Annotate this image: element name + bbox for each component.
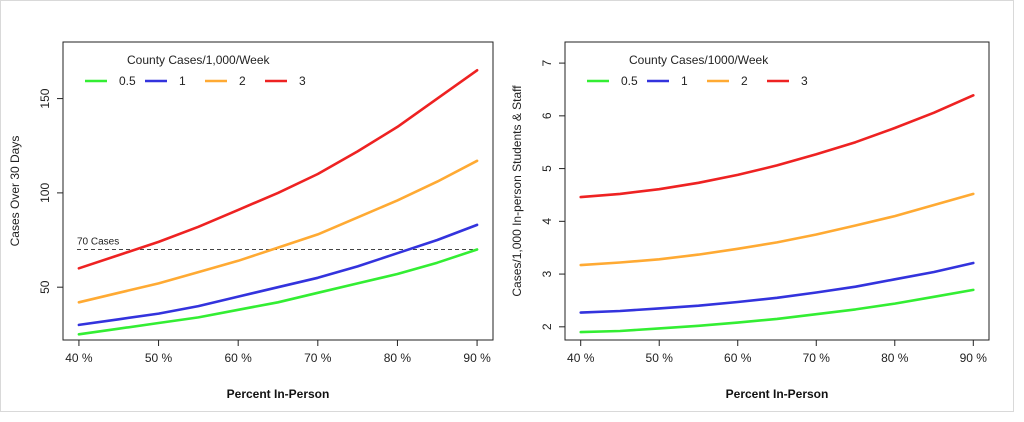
y-tick-label: 150 xyxy=(38,88,52,108)
series-line-0.5 xyxy=(579,288,975,334)
series-line-0.5 xyxy=(77,248,479,336)
figure-frame xyxy=(0,0,1014,412)
legend-label-1: 1 xyxy=(681,74,688,88)
reference-line-label: 70 Cases xyxy=(77,236,119,247)
x-tick-label: 80 % xyxy=(881,351,909,365)
plot-box xyxy=(62,41,494,341)
legend-label-0.5: 0.5 xyxy=(119,74,136,88)
plot-box xyxy=(564,41,990,341)
legend-label-1: 1 xyxy=(179,74,186,88)
x-tick-label: 40 % xyxy=(567,351,595,365)
x-tick-label: 50 % xyxy=(646,351,674,365)
chart-panel-2: 40 % 50 % 60 % 70 % 80 % 90 % 2 3 4 5 6 7 Percent In… xyxy=(510,41,990,401)
legend-label-2: 2 xyxy=(741,74,748,88)
x-tick-label: 60 % xyxy=(225,351,253,365)
legend-title: County Cases/1,000/Week xyxy=(127,53,271,67)
x-tick-label: 80 % xyxy=(384,351,412,365)
series-line-2 xyxy=(77,159,479,304)
y-tick-label: 2 xyxy=(540,323,554,330)
series-line-3 xyxy=(77,69,479,270)
y-tick-label: 7 xyxy=(540,59,554,66)
series-line-1 xyxy=(77,223,479,327)
y-axis-label: Cases Over 30 Days xyxy=(8,136,22,247)
x-tick-label: 90 % xyxy=(463,351,491,365)
y-tick-label: 5 xyxy=(540,165,554,172)
legend-label-2: 2 xyxy=(239,74,246,88)
x-tick-label: 60 % xyxy=(724,351,752,365)
y-tick-label: 4 xyxy=(540,218,554,225)
x-axis-label: Percent In-Person xyxy=(227,387,330,401)
y-tick-label: 6 xyxy=(540,112,554,119)
legend-label-3: 3 xyxy=(299,74,306,88)
chart-panel-1: 40 % 50 % 60 % 70 % 80 % 90 % 50 100 150 Percent … xyxy=(8,41,494,401)
y-tick-label: 50 xyxy=(38,280,52,294)
series-line-3 xyxy=(579,94,975,199)
x-axis-label: Percent In-Person xyxy=(726,387,829,401)
y-axis-label: Cases/1,000 In-person Students & Staff xyxy=(510,85,524,297)
y-tick-label: 3 xyxy=(540,270,554,277)
x-tick-label: 90 % xyxy=(960,351,988,365)
legend-label-3: 3 xyxy=(801,74,808,88)
x-tick-label: 70 % xyxy=(803,351,831,365)
x-tick-label: 40 % xyxy=(65,351,93,365)
legend-label-0.5: 0.5 xyxy=(621,74,638,88)
legend-title: County Cases/1000/Week xyxy=(629,53,769,67)
series-line-1 xyxy=(579,261,975,314)
y-tick-label: 100 xyxy=(38,183,52,203)
series-line-2 xyxy=(579,192,975,267)
x-tick-label: 70 % xyxy=(304,351,332,365)
x-tick-label: 50 % xyxy=(145,351,173,365)
